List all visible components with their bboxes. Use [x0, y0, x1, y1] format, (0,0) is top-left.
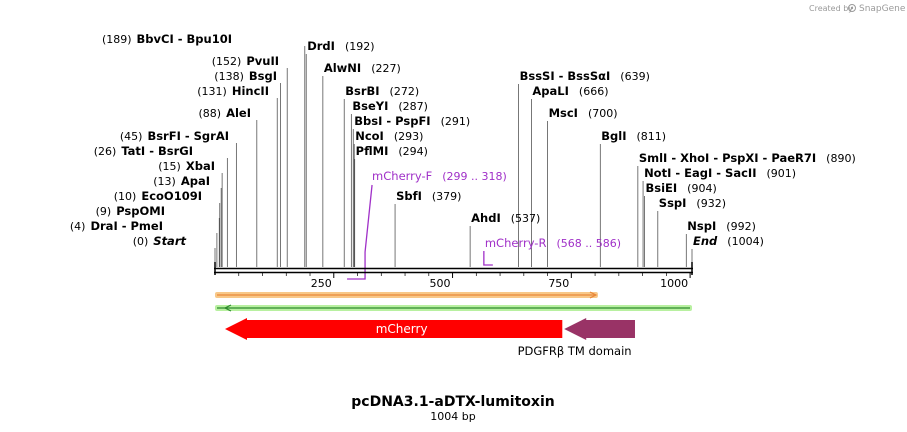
site-position-pvuii: (152): [212, 55, 242, 68]
snapgene-logo-icon: [848, 4, 856, 12]
primer-label-mcherry-f[interactable]: mCherry-F: [372, 169, 432, 183]
site-label-noti-eagi-sacii[interactable]: NotI - EagI - SacII: [644, 166, 756, 180]
site-label-msci[interactable]: MscI: [549, 106, 578, 120]
site-label-nspi[interactable]: NspI: [687, 219, 716, 233]
site-position-pflmi: (294): [398, 145, 428, 158]
feature-arrow-mcherry[interactable]: [225, 318, 563, 340]
site-label-tati-bsrgi[interactable]: TatI - BsrGI: [121, 144, 193, 158]
site-position-drdi: (192): [345, 40, 375, 53]
site-label-ncoi[interactable]: NcoI: [355, 129, 384, 143]
primer-range-mcherry-f: (299 .. 318): [442, 170, 507, 183]
site-position-ncoi: (293): [394, 130, 424, 143]
site-label-alei[interactable]: AleI: [226, 106, 251, 120]
site-position-sbfi: (379): [432, 190, 462, 203]
site-label-ahdi[interactable]: AhdI: [471, 211, 501, 225]
site-label-bseyi[interactable]: BseYI: [352, 99, 388, 113]
site-label-bsrbi[interactable]: BsrBI: [345, 84, 379, 98]
plasmid-length: 1004 bp: [430, 410, 475, 423]
scale-tick-label-500: 500: [430, 277, 451, 290]
site-label-pflmi[interactable]: PflMI: [356, 144, 389, 158]
site-position-noti-eagi-sacii: (901): [766, 167, 796, 180]
site-label-sspi[interactable]: SspI: [659, 196, 687, 210]
site-label-hincii[interactable]: HincII: [232, 84, 269, 98]
orf-arrowhead: [223, 304, 232, 312]
site-position-bsrfi-sgrai: (45): [120, 130, 143, 143]
site-position-msci: (700): [588, 107, 618, 120]
plasmid-name: pcDNA3.1-aDTX-lumitoxin: [351, 394, 554, 410]
site-position-alwni: (227): [371, 62, 401, 75]
site-label-sbfi[interactable]: SbfI: [396, 189, 422, 203]
site-position-ecoo109i: (10): [114, 190, 137, 203]
site-label-bgli[interactable]: BglI: [601, 129, 626, 143]
site-label-apai[interactable]: ApaI: [181, 174, 210, 188]
site-position-bsiei: (904): [687, 182, 717, 195]
scale-tick-label-250: 250: [311, 277, 332, 290]
site-label-bsrfi-sgrai[interactable]: BsrFI - SgrAI: [147, 129, 229, 143]
site-position-start: (0): [133, 235, 149, 248]
site-label-pvuii[interactable]: PvuII: [246, 54, 279, 68]
site-label-bbvci-bpu10i[interactable]: BbvCI - Bpu10I: [137, 32, 232, 46]
primer-range-mcherry-r: (568 .. 586): [556, 237, 621, 250]
primer-arrow-mcherry-f[interactable]: [347, 184, 373, 280]
site-position-apali: (666): [579, 85, 609, 98]
feature-label-mcherry: mCherry: [376, 322, 428, 336]
site-position-bsssi-bsss-i: (639): [620, 70, 650, 83]
site-label-bsiei[interactable]: BsiEI: [645, 181, 677, 195]
site-label-end[interactable]: End: [693, 234, 718, 248]
site-position-drai-pmei: (4): [70, 220, 86, 233]
primer-label-mcherry-r[interactable]: mCherry-R: [485, 236, 547, 250]
site-position-ahdi: (537): [511, 212, 541, 225]
site-position-bseyi: (287): [398, 100, 428, 113]
scale-tick-label-750: 750: [548, 277, 569, 290]
site-position-pspomi: (9): [96, 205, 112, 218]
site-position-bbvci-bpu10i: (189): [102, 33, 132, 46]
site-label-apali[interactable]: ApaLI: [532, 84, 569, 98]
site-label-xbai[interactable]: XbaI: [186, 159, 215, 173]
site-label-start[interactable]: Start: [153, 234, 186, 248]
site-position-xbai: (15): [158, 160, 181, 173]
feature-arrow-pdgfr-tm-domain[interactable]: [564, 318, 635, 340]
site-position-tati-bsrgi: (26): [94, 145, 117, 158]
created-by-text: Created by: [809, 4, 853, 13]
site-label-ecoo109i[interactable]: EcoO109I: [141, 189, 202, 203]
site-position-bbsi-pspfi: (291): [441, 115, 471, 128]
site-position-hincii: (131): [197, 85, 227, 98]
site-position-alei: (88): [198, 107, 221, 120]
site-position-bsrbi: (272): [390, 85, 420, 98]
site-position-sspi: (932): [696, 197, 726, 210]
primer-arrow-mcherry-r[interactable]: [483, 251, 493, 266]
site-position-nspi: (992): [726, 220, 756, 233]
orf-arrowhead: [589, 291, 598, 299]
site-position-bsgi: (138): [214, 70, 244, 83]
site-position-smli-xhoi-pspxi-paer7i: (890): [826, 152, 856, 165]
site-label-drdi[interactable]: DrdI: [307, 39, 335, 53]
site-position-end: (1004): [727, 235, 764, 248]
site-label-smli-xhoi-pspxi-paer7i[interactable]: SmlI - XhoI - PspXI - PaeR7I: [639, 151, 816, 165]
site-label-alwni[interactable]: AlwNI: [324, 61, 361, 75]
snapgene-brand-text: SnapGene: [859, 4, 906, 14]
feature-label-pdgfr-tm-domain: PDGFRβ TM domain: [518, 344, 632, 358]
site-label-bbsi-pspfi[interactable]: BbsI - PspFI: [354, 114, 430, 128]
site-position-bgli: (811): [637, 130, 667, 143]
site-label-pspomi[interactable]: PspOMI: [116, 204, 165, 218]
site-label-bsssi-bsss-i[interactable]: BssSI - BssSαI: [520, 69, 611, 83]
scale-tick-label-1000: 1000: [660, 277, 688, 290]
site-label-drai-pmei[interactable]: DraI - PmeI: [90, 219, 163, 233]
site-position-apai: (13): [153, 175, 176, 188]
site-label-bsgi[interactable]: BsgI: [249, 69, 277, 83]
